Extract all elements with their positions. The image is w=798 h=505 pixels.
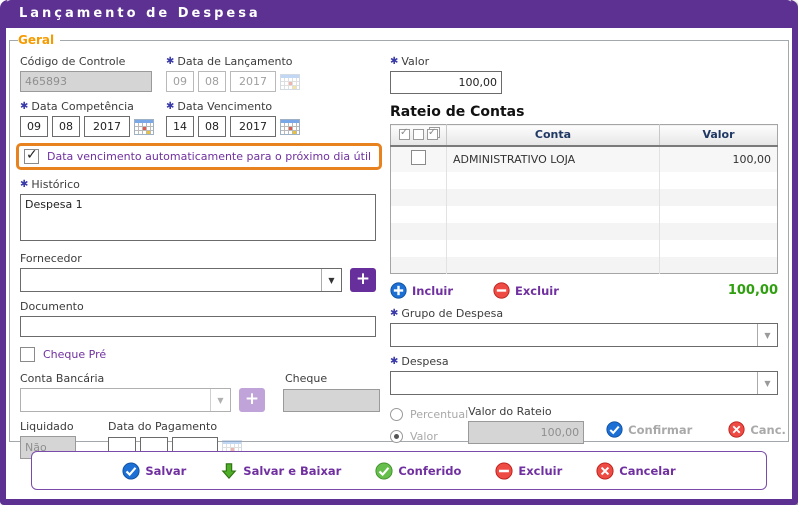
valor-rateio-input bbox=[468, 421, 585, 444]
documento-label: Documento bbox=[20, 300, 84, 313]
empty-table-row bbox=[390, 171, 778, 189]
despesa-label: Despesa bbox=[390, 355, 778, 368]
cancelar-rateio-button: Canc. bbox=[728, 421, 786, 438]
documento-input[interactable] bbox=[20, 316, 376, 337]
fornecedor-select[interactable]: ▼ bbox=[20, 268, 342, 292]
salvar-e-baixar-button[interactable]: Salvar e Baixar bbox=[220, 462, 341, 480]
percentual-radio bbox=[390, 408, 403, 421]
cheque-pre-checkbox[interactable] bbox=[20, 347, 35, 362]
auto-vencimento-label: Data vencimento automaticamente para o p… bbox=[47, 150, 372, 163]
valor-label: Valor bbox=[390, 55, 778, 68]
salvar-button[interactable]: Salvar bbox=[122, 461, 186, 480]
dialog-title: Lançamento de Despesa bbox=[19, 6, 261, 21]
data-competencia-month[interactable] bbox=[52, 116, 80, 137]
cheque-label: Cheque bbox=[285, 372, 328, 385]
data-vencimento-year[interactable] bbox=[230, 116, 276, 137]
left-column: Código de Controle Data de Lançamento bbox=[16, 55, 382, 459]
conta-bancaria-select: ▼ bbox=[20, 388, 231, 412]
add-fornecedor-button[interactable]: + bbox=[350, 268, 376, 292]
codigo-controle-input bbox=[20, 71, 152, 92]
data-competencia-day[interactable] bbox=[20, 116, 48, 137]
data-competencia-calendar-button[interactable] bbox=[134, 118, 154, 135]
row-conta-cell: ADMINISTRATIVO LOJA bbox=[446, 145, 660, 172]
conferido-button[interactable]: Conferido bbox=[375, 461, 461, 480]
data-vencimento-day[interactable] bbox=[166, 116, 194, 137]
data-competencia-year[interactable] bbox=[84, 116, 130, 137]
conta-column-header: Conta bbox=[446, 124, 660, 147]
grupo-despesa-label: Grupo de Despesa bbox=[390, 307, 778, 320]
calendar-icon bbox=[280, 73, 300, 90]
cheque-pre-label: Cheque Pré bbox=[43, 348, 107, 361]
data-lancamento-day bbox=[166, 71, 194, 92]
conta-bancaria-label: Conta Bancária bbox=[20, 372, 105, 385]
data-competencia-label: Data Competência bbox=[20, 100, 166, 113]
table-row[interactable]: ADMINISTRATIVO LOJA 100,00 bbox=[390, 145, 778, 172]
calendar-icon bbox=[134, 118, 154, 135]
tab-geral[interactable]: Geral bbox=[18, 33, 55, 47]
valor-radio-label: Valor bbox=[410, 430, 438, 443]
check-circle-green-icon bbox=[375, 461, 393, 480]
historico-textarea[interactable]: Despesa 1 bbox=[20, 194, 376, 241]
data-vencimento-calendar-button[interactable] bbox=[280, 118, 300, 135]
valor-input[interactable] bbox=[390, 71, 502, 94]
empty-table-row bbox=[390, 239, 778, 257]
chevron-down-icon: ▼ bbox=[210, 389, 230, 411]
empty-table-row bbox=[390, 222, 778, 240]
footer-toolbar: Salvar Salvar e Baixar Conferido Excluir bbox=[31, 451, 767, 490]
excluir-button[interactable]: Excluir bbox=[495, 461, 562, 480]
excluir-rateio-button[interactable]: Excluir bbox=[493, 282, 559, 299]
check-circle-blue-icon bbox=[606, 421, 623, 438]
plus-circle-icon bbox=[390, 282, 407, 299]
auto-vencimento-highlight-box: Data vencimento automaticamente para o p… bbox=[16, 143, 382, 170]
percentual-radio-label: Percentual bbox=[410, 408, 469, 421]
valor-radio bbox=[390, 430, 403, 443]
incluir-button[interactable]: Incluir bbox=[390, 282, 453, 299]
codigo-controle-label: Código de Controle bbox=[20, 55, 126, 68]
historico-label: Histórico bbox=[20, 178, 380, 191]
check-circle-blue-icon bbox=[122, 461, 140, 480]
confirmar-button: Confirmar bbox=[606, 421, 692, 438]
data-lancamento-year bbox=[230, 71, 276, 92]
auto-vencimento-checkbox[interactable] bbox=[24, 147, 39, 164]
data-lancamento-month bbox=[198, 71, 226, 92]
rateio-contas-title: Rateio de Contas bbox=[390, 104, 525, 120]
chevron-down-icon[interactable]: ▼ bbox=[321, 269, 341, 291]
valor-rateio-label: Valor do Rateio bbox=[468, 405, 552, 418]
dialog-titlebar: Lançamento de Despesa bbox=[5, 0, 793, 28]
empty-table-row bbox=[390, 256, 778, 274]
grupo-despesa-select[interactable]: ▼ bbox=[390, 323, 778, 347]
data-vencimento-label: Data Vencimento bbox=[166, 100, 300, 113]
geral-panel: Geral Código de Controle Data de Lançame… bbox=[9, 33, 789, 459]
chevron-down-icon[interactable]: ▼ bbox=[757, 324, 777, 346]
rateio-total: 100,00 bbox=[727, 283, 778, 298]
chevron-down-icon[interactable]: ▼ bbox=[757, 372, 777, 394]
select-all-icon[interactable] bbox=[399, 127, 410, 141]
select-column-header bbox=[390, 124, 447, 147]
rateio-table: Conta Valor ADMINISTRATIVO LOJA 100,00 bbox=[390, 124, 778, 274]
empty-table-row bbox=[390, 188, 778, 206]
valor-column-header: Valor bbox=[659, 124, 778, 147]
deselect-all-icon[interactable] bbox=[413, 129, 424, 141]
data-vencimento-month[interactable] bbox=[198, 116, 226, 137]
data-pagamento-label: Data do Pagamento bbox=[108, 420, 218, 433]
calendar-icon bbox=[280, 118, 300, 135]
data-lancamento-label: Data de Lançamento bbox=[166, 55, 300, 68]
minus-circle-red-icon bbox=[495, 461, 513, 480]
cancelar-button[interactable]: Cancelar bbox=[596, 461, 676, 480]
empty-table-row bbox=[390, 205, 778, 223]
fornecedor-label: Fornecedor bbox=[20, 252, 82, 265]
invert-selection-icon[interactable] bbox=[427, 127, 438, 141]
add-conta-bancaria-button: + bbox=[239, 388, 265, 412]
liquidado-label: Liquidado bbox=[20, 420, 74, 433]
x-circle-red-icon bbox=[728, 421, 745, 438]
arrow-down-green-icon bbox=[221, 462, 237, 479]
despesa-select[interactable]: ▼ bbox=[390, 371, 778, 395]
row-valor-cell: 100,00 bbox=[659, 145, 778, 172]
cheque-input bbox=[283, 388, 380, 412]
x-circle-red-icon bbox=[596, 461, 614, 480]
right-column: Valor Rateio de Contas Conta Valor bbox=[390, 55, 786, 444]
row-checkbox[interactable] bbox=[411, 150, 426, 165]
minus-circle-icon bbox=[493, 282, 510, 299]
